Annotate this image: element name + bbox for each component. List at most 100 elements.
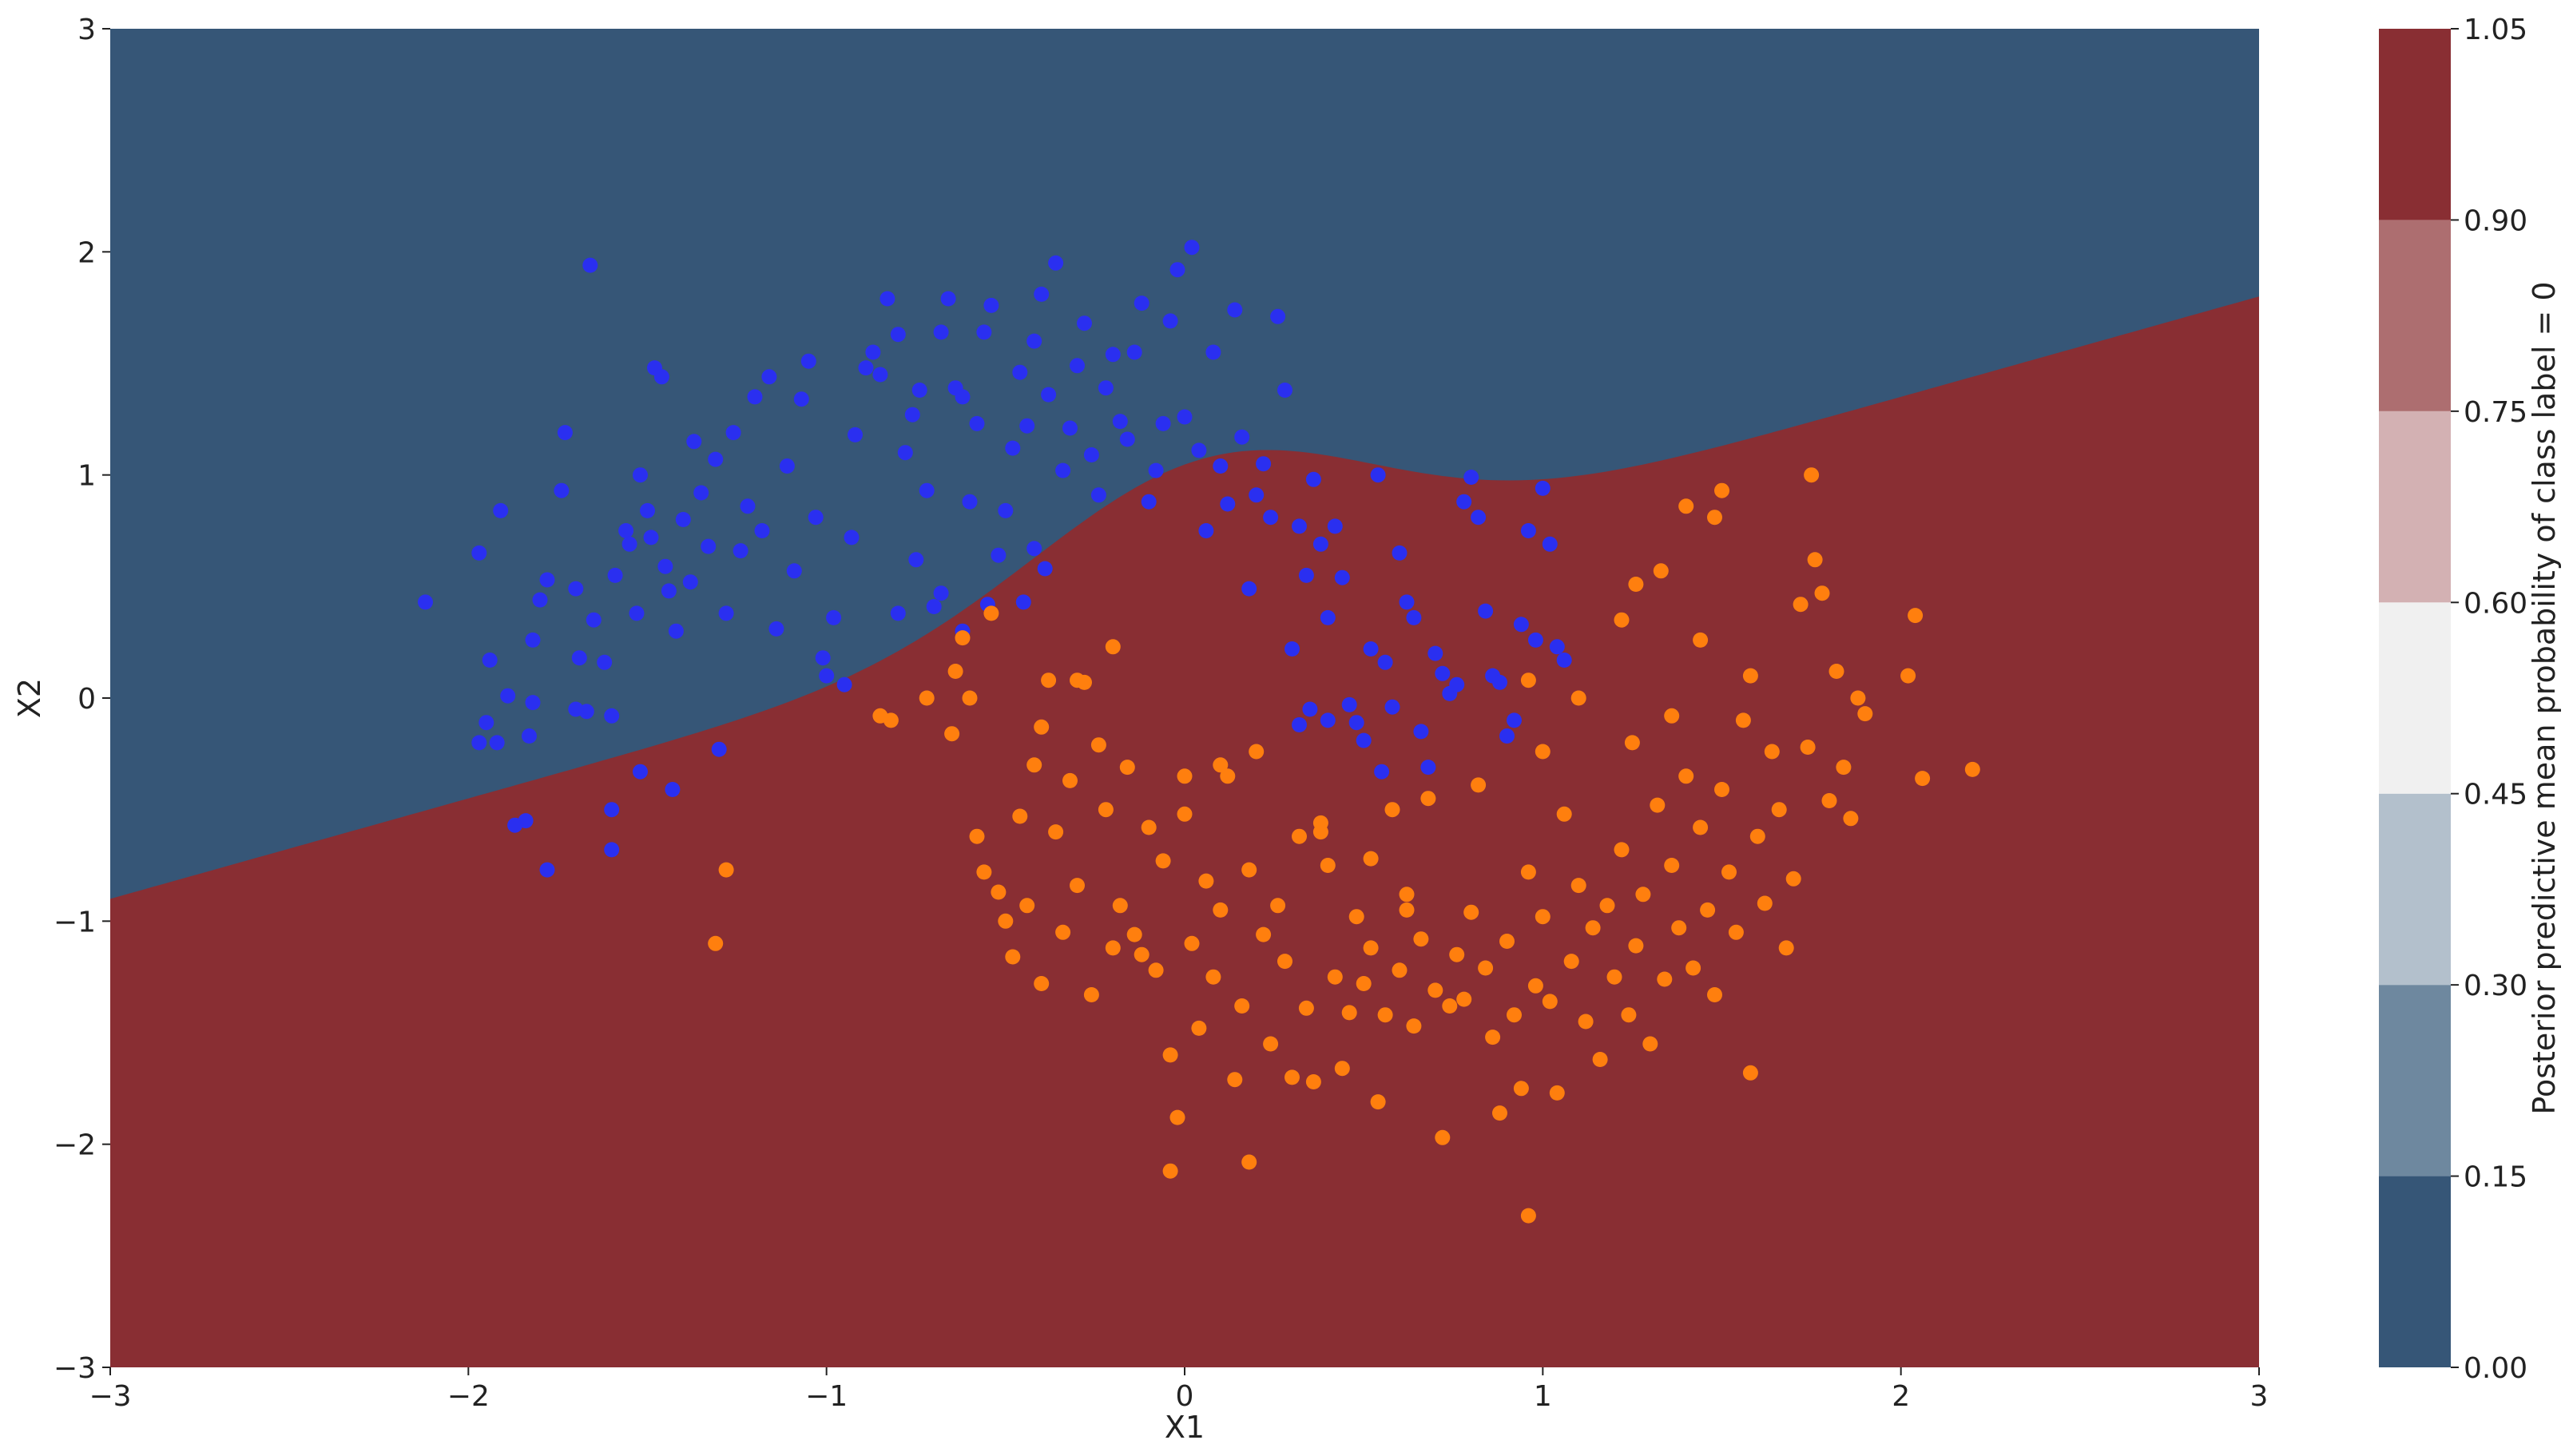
colorbar-label: Posterior predictive mean probability of… (2527, 281, 2562, 1114)
point-series-1-66 (1377, 1007, 1393, 1023)
x-tick-label: −2 (447, 1380, 490, 1413)
point-series-0-67 (879, 291, 895, 307)
point-series-1-148 (1693, 632, 1709, 648)
point-series-1-27 (1098, 802, 1114, 818)
point-series-0-108 (1162, 313, 1178, 329)
point-series-0-138 (1377, 654, 1393, 670)
point-series-0-100 (1105, 347, 1121, 363)
point-series-0-30 (633, 764, 648, 780)
point-series-1-132 (1850, 690, 1866, 706)
point-series-0-86 (1015, 594, 1031, 610)
point-series-0-70 (904, 407, 920, 423)
point-series-1-102 (1635, 887, 1651, 903)
point-series-1-155 (1070, 672, 1085, 688)
point-series-1-32 (1134, 946, 1149, 962)
point-series-1-141 (1653, 563, 1669, 579)
point-series-1-106 (1664, 858, 1680, 873)
point-series-0-61 (836, 676, 852, 692)
point-series-1-120 (1764, 744, 1780, 760)
point-series-0-177 (582, 257, 598, 273)
colorbar-segment-5 (2379, 220, 2451, 411)
point-series-0-14 (539, 862, 555, 878)
x-tick-label: 3 (2250, 1380, 2269, 1413)
point-series-1-88 (1535, 909, 1551, 925)
data-points (418, 240, 1980, 1224)
point-series-0-28 (629, 605, 645, 621)
point-series-0-0 (418, 594, 433, 610)
point-series-0-54 (779, 458, 795, 474)
point-series-1-154 (1034, 719, 1050, 735)
point-series-1-111 (1700, 902, 1716, 918)
point-series-0-142 (1406, 609, 1422, 625)
point-series-0-56 (793, 391, 809, 407)
contour-band-6 (110, 296, 2259, 1367)
point-series-1-121 (1771, 802, 1787, 818)
point-series-1-74 (1435, 1129, 1451, 1145)
point-series-1-22 (1062, 772, 1078, 788)
point-series-0-49 (740, 498, 756, 514)
point-series-1-61 (1341, 1005, 1357, 1021)
point-series-1-44 (1220, 768, 1236, 784)
point-series-1-118 (1749, 828, 1765, 844)
point-series-1-122 (1778, 940, 1794, 956)
point-series-0-73 (926, 599, 942, 614)
point-series-0-15 (554, 482, 570, 498)
point-series-1-96 (1592, 1052, 1608, 1067)
point-series-0-41 (686, 434, 702, 450)
point-series-0-9 (518, 813, 534, 829)
point-series-1-84 (1507, 1007, 1522, 1023)
point-series-0-171 (1026, 541, 1042, 557)
colorbar-tick-label: 0.75 (2464, 396, 2527, 429)
colorbar-segment-2 (2379, 793, 2451, 986)
point-series-1-48 (1249, 744, 1265, 760)
point-series-0-66 (872, 367, 888, 383)
point-series-1-160 (1162, 1163, 1178, 1179)
point-series-0-114 (1205, 344, 1221, 360)
point-series-1-100 (1621, 1007, 1637, 1023)
point-series-1-147 (1742, 668, 1758, 684)
point-series-1-34 (1148, 962, 1164, 978)
x-tick-label: 2 (1892, 1380, 1910, 1413)
point-series-0-95 (1070, 358, 1085, 374)
point-series-1-67 (1384, 802, 1400, 818)
point-series-0-11 (525, 632, 541, 648)
point-series-0-176 (568, 701, 584, 717)
point-series-0-26 (618, 523, 634, 538)
point-series-1-17 (1026, 757, 1042, 773)
point-series-1-46 (1234, 998, 1250, 1014)
point-series-0-35 (657, 558, 673, 574)
point-series-1-47 (1241, 862, 1257, 878)
point-series-1-10 (976, 864, 992, 880)
point-series-1-117 (1742, 1065, 1758, 1081)
point-series-1-15 (1012, 808, 1028, 824)
point-series-0-129 (1312, 536, 1328, 552)
point-series-1-6 (947, 664, 963, 679)
point-series-0-91 (1041, 387, 1057, 403)
point-series-1-85 (1513, 1081, 1529, 1097)
point-series-0-109 (1169, 262, 1185, 278)
point-series-0-6 (489, 735, 505, 751)
point-series-1-131 (1843, 811, 1859, 827)
point-series-0-167 (1374, 764, 1390, 780)
colorbar-tick-label: 1.05 (2464, 14, 2527, 46)
point-series-0-121 (1256, 456, 1272, 472)
point-series-0-158 (1520, 523, 1536, 538)
point-series-1-71 (1413, 931, 1429, 947)
point-series-1-103 (1642, 1036, 1658, 1052)
colorbar: 0.00 0.15 0.30 0.45 0.60 0.75 0.90 1.05 (2379, 14, 2527, 1385)
point-series-1-79 (1471, 777, 1487, 793)
point-series-0-27 (621, 536, 637, 552)
point-series-0-40 (682, 574, 698, 590)
point-series-1-78 (1463, 904, 1479, 920)
point-series-0-132 (1334, 569, 1350, 585)
point-series-0-45 (711, 741, 727, 757)
point-series-0-51 (754, 523, 770, 538)
point-series-1-162 (1241, 1154, 1257, 1170)
point-series-1-93 (1570, 878, 1586, 894)
point-series-0-25 (607, 567, 623, 583)
point-series-1-26 (1090, 737, 1106, 753)
point-series-1-90 (1549, 1085, 1565, 1101)
colorbar-segment-1 (2379, 985, 2451, 1176)
point-series-0-175 (525, 695, 541, 711)
point-series-0-46 (718, 605, 734, 621)
